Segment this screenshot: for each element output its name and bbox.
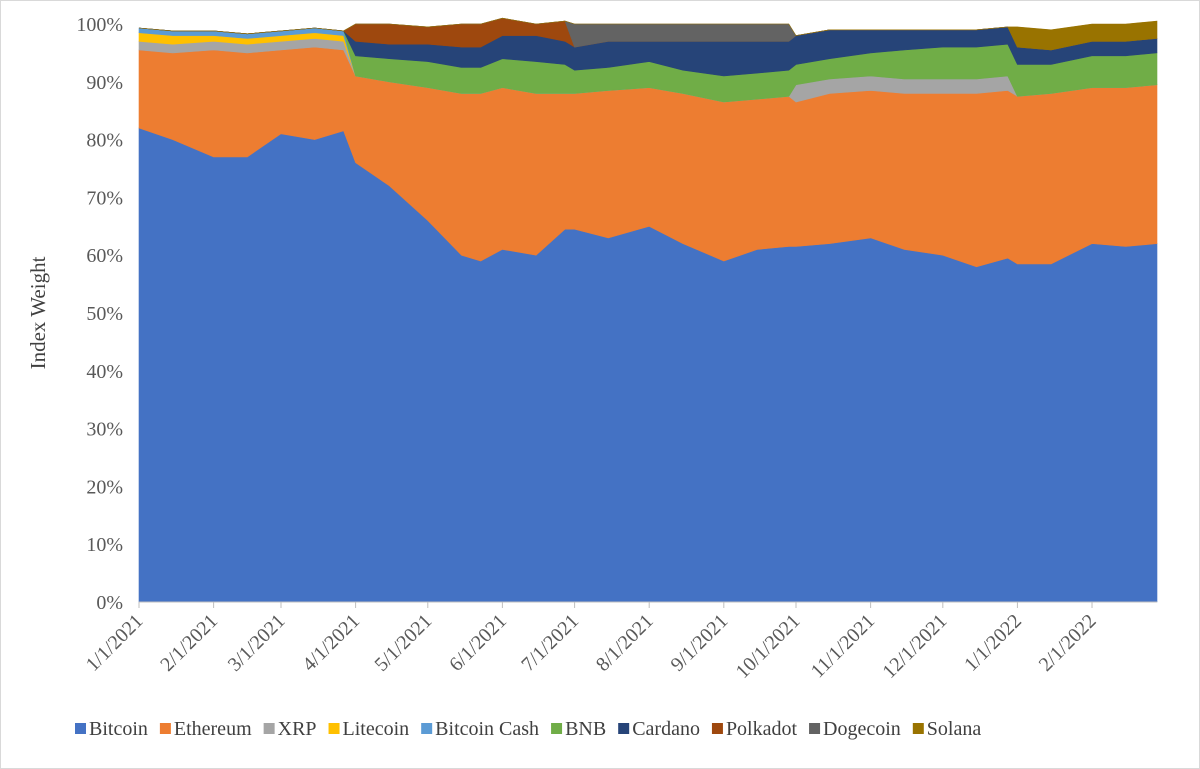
y-tick-label: 20% <box>86 476 123 498</box>
legend-label: Solana <box>927 718 982 740</box>
legend-swatch <box>421 723 433 734</box>
x-tick-label: 6/1/2021 <box>445 610 511 676</box>
legend-swatch <box>75 723 86 734</box>
x-tick-label: 1/1/2022 <box>960 610 1026 676</box>
legend-swatch <box>809 723 821 734</box>
x-tick-label: 11/1/2021 <box>807 610 879 682</box>
legend: Bitcoin Ethereum XRP Litecoin Bitcoin Cash BN… <box>75 718 981 740</box>
legend-swatch <box>912 723 924 734</box>
legend-label: Bitcoin Cash <box>435 718 539 740</box>
x-tick-label: 4/1/2021 <box>298 610 364 676</box>
legend-swatch <box>263 723 275 734</box>
legend-label: Cardano <box>632 718 700 740</box>
y-tick-label: 100% <box>76 14 123 36</box>
legend-swatch <box>551 723 563 734</box>
y-tick-label: 0% <box>96 592 123 614</box>
y-axis-label: Index Weight <box>26 256 50 369</box>
y-axis-ticks: 0% 10% 20% 30% 40% 50% 60% 70% 80% 90% 100% <box>76 14 123 614</box>
legend-label: Polkadot <box>726 718 798 740</box>
legend-label: Dogecoin <box>823 718 901 740</box>
y-tick-label: 60% <box>86 245 123 267</box>
x-tick-label: 8/1/2021 <box>592 610 658 676</box>
x-tick-label: 3/1/2021 <box>224 610 290 676</box>
legend-swatch <box>159 723 171 734</box>
x-tick-label: 2/1/2021 <box>156 610 222 676</box>
legend-label: Ethereum <box>174 718 252 740</box>
legend-swatch <box>618 723 630 734</box>
x-axis-ticks: 1/1/2021 2/1/2021 3/1/2021 4/1/2021 5/1/2021… <box>82 602 1101 683</box>
x-tick-label: 12/1/2021 <box>878 610 951 683</box>
plot-areas <box>138 17 1158 603</box>
legend-label: BNB <box>565 718 606 740</box>
y-tick-label: 30% <box>86 419 123 441</box>
legend-swatch <box>711 723 723 734</box>
x-tick-label: 7/1/2021 <box>517 610 583 676</box>
y-tick-label: 90% <box>86 72 123 94</box>
legend-label: XRP <box>278 718 317 740</box>
y-tick-label: 70% <box>86 187 123 209</box>
legend-swatch <box>328 723 340 734</box>
legend-label: Litecoin <box>343 718 410 740</box>
legend-label: Bitcoin <box>89 718 148 740</box>
x-tick-label: 9/1/2021 <box>666 610 732 676</box>
y-tick-label: 80% <box>86 130 123 152</box>
x-tick-label: 5/1/2021 <box>370 610 436 676</box>
x-tick-label: 2/1/2022 <box>1035 610 1101 676</box>
y-tick-label: 40% <box>86 361 123 383</box>
y-tick-label: 50% <box>86 303 123 325</box>
x-tick-label: 10/1/2021 <box>732 610 805 683</box>
area-series-solana <box>138 17 1158 51</box>
x-tick-label: 1/1/2021 <box>82 610 148 676</box>
y-tick-label: 10% <box>86 534 123 556</box>
